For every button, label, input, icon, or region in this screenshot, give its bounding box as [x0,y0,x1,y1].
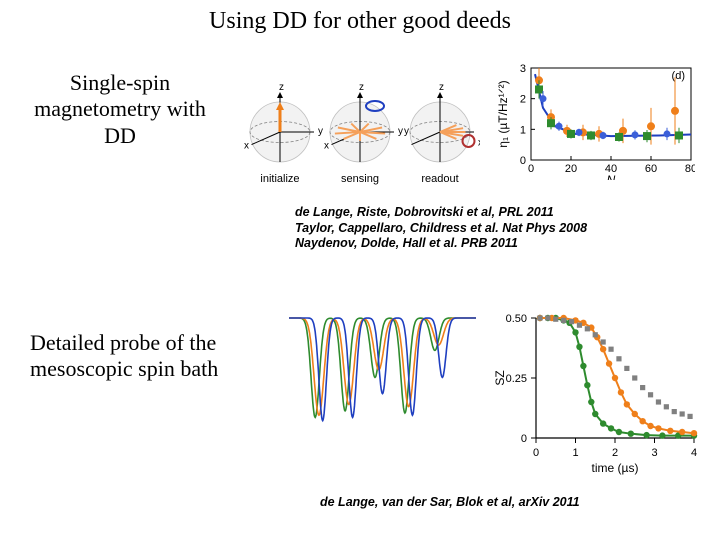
svg-text:(d): (d) [672,70,685,82]
svg-text:0.50: 0.50 [506,313,527,325]
sz-chart: 0 1 2 3 4 0 0.25 0.50 SZ time (µs) [490,308,700,478]
svg-text:3: 3 [651,447,657,459]
ref-line: Taylor, Cappellaro, Childress et al. Nat… [295,221,695,237]
svg-text:80: 80 [685,163,695,175]
section2-heading: Detailed probe of the mesoscopic spin ba… [30,330,250,383]
svg-text:0: 0 [521,433,527,445]
svg-text:3: 3 [520,63,526,75]
svg-text:x: x [478,138,480,149]
svg-text:0: 0 [528,163,534,175]
section2-ref: de Lange, van der Sar, Blok et al, arXiv… [320,495,720,509]
ref-line: Naydenov, Dolde, Hall et al. PRB 2011 [295,236,695,252]
svg-text:60: 60 [645,163,657,175]
svg-text:y: y [318,126,323,137]
svg-text:time (µs): time (µs) [592,461,639,475]
svg-text:20: 20 [565,163,577,175]
svg-text:1: 1 [520,124,526,136]
ref-line: de Lange, Riste, Dobrovitski et al, PRL … [295,205,695,221]
svg-text:0: 0 [520,155,526,167]
svg-text:N: N [607,173,616,180]
svg-text:readout: readout [421,173,458,185]
bloch-spheres-diagram: zxyzxyzxyinitializesensingreadout [240,82,480,192]
svg-text:SZ: SZ [493,370,507,385]
svg-text:x: x [324,141,329,152]
slide-title: Using DD for other good deeds [0,8,720,35]
svg-text:2: 2 [520,94,526,106]
svg-text:z: z [439,82,444,93]
eta-chart: 0204060800123(d)Nη₁ (µT/Hz¹ᐟ²) [495,60,695,180]
svg-text:z: z [279,82,284,93]
spectrum-chart [285,312,480,432]
svg-text:2: 2 [612,447,618,459]
svg-text:sensing: sensing [341,173,379,185]
svg-text:0.25: 0.25 [506,373,527,385]
svg-text:x: x [244,141,249,152]
svg-text:η₁ (µT/Hz¹ᐟ²): η₁ (µT/Hz¹ᐟ²) [496,80,510,147]
svg-text:z: z [359,82,364,93]
svg-text:y: y [398,126,403,137]
svg-text:4: 4 [691,447,697,459]
svg-text:y: y [404,126,409,137]
svg-text:1: 1 [572,447,578,459]
section1-heading: Single-spin magnetometry with DD [30,70,210,149]
section1-refs: de Lange, Riste, Dobrovitski et al, PRL … [295,205,695,252]
svg-text:0: 0 [533,447,539,459]
svg-text:initialize: initialize [260,173,299,185]
